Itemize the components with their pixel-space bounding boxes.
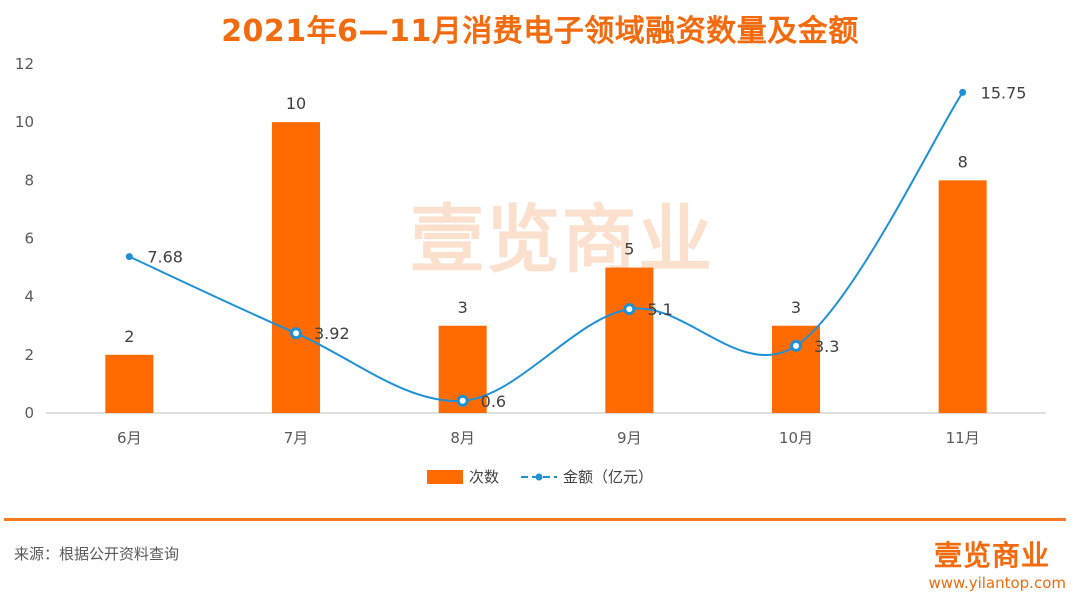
x-tick-label: 9月 <box>617 429 642 447</box>
site-url: www.yilantop.com <box>928 574 1067 592</box>
bar <box>272 122 320 414</box>
bar-value-label: 3 <box>791 298 801 317</box>
line-point-center <box>793 342 799 349</box>
source-note: 来源：根据公开资料查询 <box>14 545 180 563</box>
line-value-label: 3.92 <box>314 324 350 343</box>
chart-title: 2021年6—11月消费电子领域融资数量及金额 <box>221 14 859 49</box>
divider <box>4 518 1066 521</box>
line-point-center <box>626 306 633 313</box>
line-value-label: 0.6 <box>481 392 506 411</box>
line-point-center <box>293 330 299 337</box>
line-value-label: 3.3 <box>814 337 839 356</box>
line-value-label: 7.68 <box>147 248 183 267</box>
line-point <box>125 253 133 261</box>
line-point <box>959 88 967 96</box>
y-tick-label: 10 <box>15 113 34 131</box>
x-tick-label: 6月 <box>117 429 142 447</box>
line-value-label: 5.1 <box>647 300 672 319</box>
bar <box>605 267 654 413</box>
y-tick-label: 6 <box>24 230 34 248</box>
bar-value-label: 10 <box>286 94 306 113</box>
y-tick-label: 4 <box>24 288 34 306</box>
legend-bar-label: 次数 <box>468 468 499 486</box>
x-tick-label: 10月 <box>779 429 813 447</box>
bar-value-label: 5 <box>624 240 634 259</box>
legend-item-bar: 次数 <box>426 466 499 487</box>
legend-line-label: 金额（亿元） <box>563 468 654 486</box>
line-value-label: 15.75 <box>981 83 1027 102</box>
bar-value-label: 3 <box>458 298 468 317</box>
legend-item-line: 金额（亿元） <box>521 466 653 487</box>
bar <box>105 354 154 413</box>
y-tick-label: 8 <box>24 171 34 189</box>
legend-bar-swatch <box>426 469 463 484</box>
x-tick-label: 7月 <box>284 429 309 447</box>
x-tick-label: 11月 <box>946 429 980 447</box>
y-tick-label: 2 <box>24 346 34 364</box>
legend-line-swatch <box>521 473 557 480</box>
line-series <box>128 91 964 402</box>
line-point-center <box>459 397 466 404</box>
chart: 0 2 4 6 8 10 12 6月 7月 8月 9月 10月 11月 2 10 3 5 3 8 7.68 3.92 0.… <box>15 55 1046 447</box>
bar-value-label: 2 <box>124 327 134 346</box>
bar <box>938 180 987 413</box>
bar-value-label: 8 <box>958 152 968 171</box>
y-tick-label: 0 <box>24 404 34 422</box>
legend: 次数 金额（亿元） <box>0 466 1080 487</box>
x-tick-label: 8月 <box>450 429 475 447</box>
brand-logo: 壹览商业 <box>933 539 1050 572</box>
bar <box>772 325 820 413</box>
y-tick-label: 12 <box>15 55 34 73</box>
